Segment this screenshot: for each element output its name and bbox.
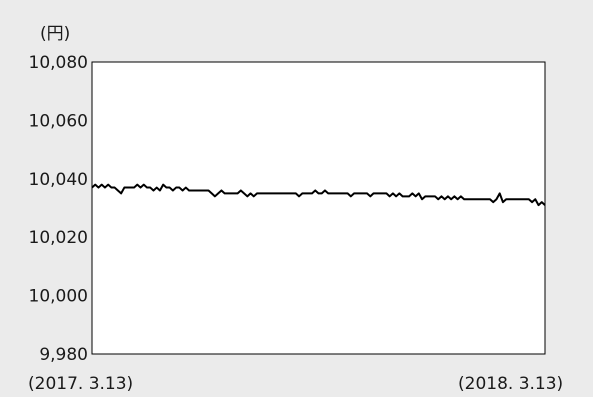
x-axis-end-label: (2018. 3.13): [458, 374, 563, 394]
plot-area: [91, 61, 546, 355]
x-axis-start-label: (2017. 3.13): [28, 374, 133, 394]
y-axis-unit-label: (円): [40, 24, 70, 44]
y-tick-label: 10,040: [29, 170, 88, 190]
y-tick-label: 10,000: [29, 287, 88, 307]
y-tick-label: 10,020: [29, 228, 88, 248]
y-tick-label: 10,060: [29, 111, 88, 131]
series-line: [91, 183, 546, 207]
y-axis-ticks: 10,080 10,060 10,040 10,020 10,000 9,980: [29, 53, 88, 365]
y-tick-label: 10,080: [29, 53, 88, 73]
y-tick-label: 9,980: [39, 345, 88, 365]
